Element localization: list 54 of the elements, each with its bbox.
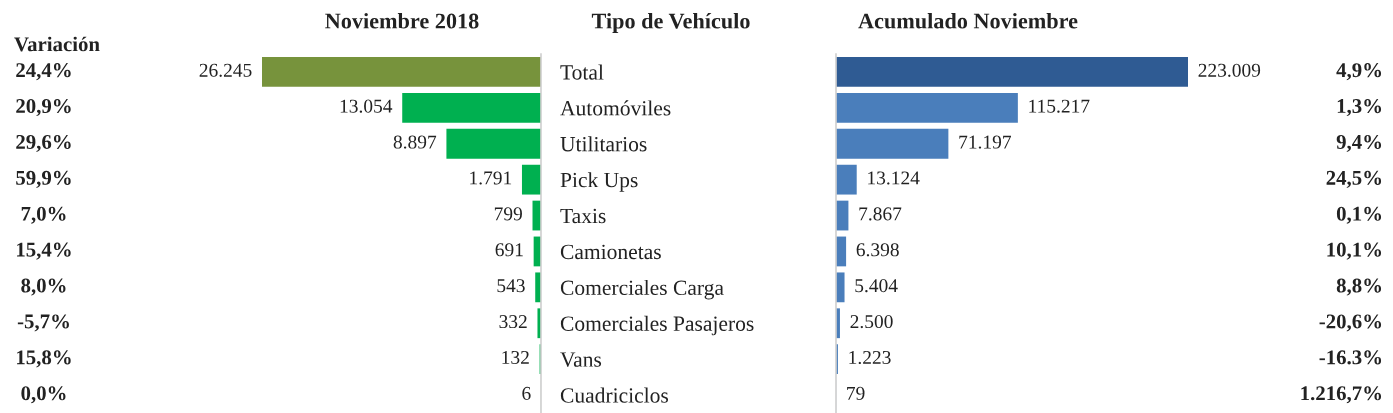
text: -20,6%: [1319, 314, 1382, 332]
data-label: 6: [522, 386, 531, 400]
text: 0,1%: [1336, 206, 1382, 224]
text: 59,9%: [16, 170, 71, 188]
data-label: 8.897: [393, 135, 437, 149]
text: 29,6%: [16, 134, 71, 152]
text: Variación: [14, 36, 100, 52]
data-label: 1.223: [849, 350, 891, 365]
y-tick-label: Comerciales Carga: [560, 279, 724, 300]
text: 8,8%: [1336, 278, 1382, 296]
text: 24,4%: [16, 63, 71, 81]
text: 9,4%: [1336, 134, 1382, 152]
data-label: 543: [497, 279, 525, 293]
data-label: 132: [502, 350, 529, 365]
text: -5,7%: [17, 314, 69, 332]
text: 24,5%: [1326, 170, 1382, 188]
data-label: 2.500: [850, 315, 893, 329]
text: 8,0%: [21, 278, 66, 296]
data-label: 7.867: [859, 207, 902, 221]
data-label: 223.009: [1198, 63, 1261, 77]
data-label: 71.197: [959, 135, 1012, 149]
y-tick-label: Utilitarios: [560, 136, 647, 152]
data-label: 26.245: [199, 63, 252, 77]
y-tick-label: Taxis: [560, 208, 606, 224]
text: 0,0%: [21, 386, 66, 404]
text: 4,9%: [1336, 63, 1382, 81]
data-label: 332: [499, 315, 527, 329]
text: 20,9%: [16, 99, 71, 117]
y-tick-label: Cuadriciclos: [560, 387, 669, 403]
y-axis-title: Tipo de Vehículo: [591, 12, 750, 34]
y-tick-label: Automóviles: [560, 100, 671, 116]
text: -16.3%: [1319, 350, 1382, 365]
text: 7,0%: [21, 206, 66, 224]
data-label: 799: [494, 207, 522, 221]
data-label: 79: [847, 386, 865, 400]
text: 15,4%: [17, 242, 71, 260]
data-label: 691: [495, 243, 523, 257]
data-label: 6.398: [856, 243, 899, 257]
data-label: 5.404: [855, 279, 898, 293]
data-label: 13.054: [340, 99, 393, 113]
text: 1,3%: [1337, 99, 1382, 117]
text: 1.216,7%: [1301, 386, 1382, 404]
chart-title: Acumulado Noviembre: [858, 12, 1078, 29]
y-tick-label: Vans: [560, 352, 602, 367]
y-tick-label: Camionetas: [560, 244, 661, 260]
y-tick-label: Total: [560, 64, 604, 80]
text: 15,8%: [17, 350, 71, 368]
data-label: 115.217: [1029, 99, 1090, 113]
data-label: 1.791: [470, 171, 512, 185]
data-label: 13.124: [868, 171, 920, 185]
chart-title: Noviembre 2018: [325, 12, 479, 29]
y-tick-label: Pick Ups: [560, 172, 638, 192]
y-tick-label: Comerciales Pasajeros: [560, 315, 754, 336]
text: 10,1%: [1327, 242, 1382, 260]
